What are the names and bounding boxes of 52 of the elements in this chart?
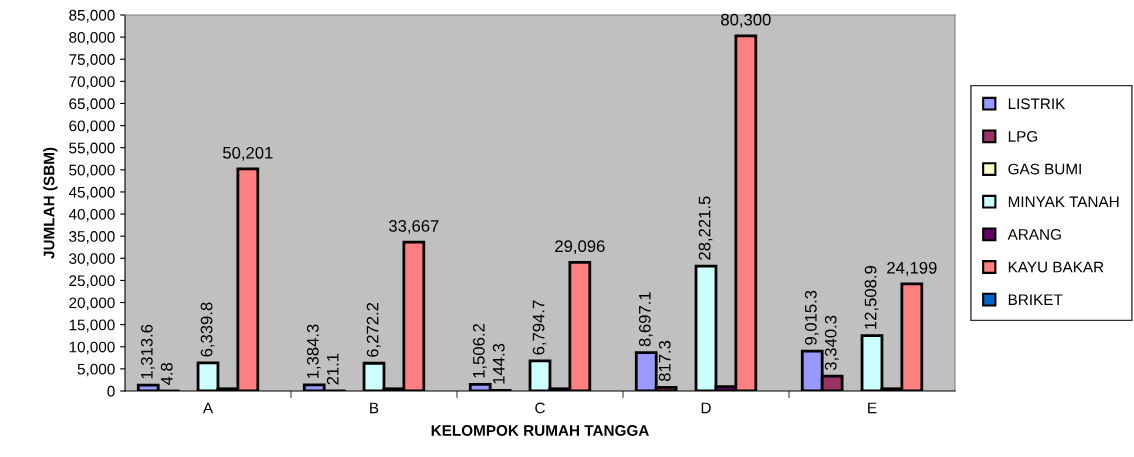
y-axis-title: JUMLAH (SBM) bbox=[43, 147, 58, 259]
legend-label: KAYU BAKAR bbox=[1008, 261, 1104, 273]
data-label: 28,221.5 bbox=[698, 196, 713, 260]
legend-label: MINYAK TANAH bbox=[1008, 196, 1119, 207]
y-tick-label: 25,000 bbox=[69, 275, 115, 288]
legend-label: ARANG bbox=[1007, 228, 1061, 240]
y-tick-label: 55,000 bbox=[69, 142, 115, 156]
data-label: 12,508.9 bbox=[864, 266, 879, 329]
data-label: 6,272.2 bbox=[366, 302, 381, 357]
y-tick-label: 0 bbox=[107, 385, 115, 397]
y-tick-label: 65,000 bbox=[69, 98, 115, 111]
legend-label: GAS BUMI bbox=[1008, 163, 1081, 175]
data-label: 1,384.3 bbox=[306, 324, 321, 379]
data-label: 50,201 bbox=[223, 146, 273, 161]
data-label: 6,339.8 bbox=[200, 302, 215, 357]
x-axis-title: KELOMPOK RUMAH TANGGA bbox=[431, 425, 649, 436]
data-label: 80,300 bbox=[721, 13, 771, 28]
y-tick-label: 40,000 bbox=[68, 208, 115, 222]
x-tick-label: B bbox=[370, 402, 379, 414]
data-label: 3,340.3 bbox=[824, 315, 839, 371]
legend-label: LISTRIK bbox=[1008, 98, 1066, 110]
y-tick-label: 35,000 bbox=[69, 231, 115, 244]
y-tick-label: 20,000 bbox=[69, 297, 115, 311]
y-tick-label: 70,000 bbox=[69, 76, 115, 89]
data-label: 1,313.6 bbox=[140, 324, 155, 379]
x-tick-label: A bbox=[202, 402, 214, 414]
data-label: 21.1 bbox=[326, 353, 339, 385]
y-tick-label: 30,000 bbox=[69, 253, 115, 266]
y-tick-label: 80,000 bbox=[69, 31, 115, 45]
x-tick-label: D bbox=[701, 402, 711, 414]
y-tick-label: 5,000 bbox=[77, 363, 115, 377]
data-label: 817.3 bbox=[658, 340, 671, 382]
y-tick-label: 15,000 bbox=[69, 319, 115, 333]
y-tick-label: 75,000 bbox=[69, 54, 115, 67]
data-label: 6,794.7 bbox=[532, 300, 547, 355]
x-tick-label: C bbox=[535, 402, 545, 414]
data-label: 8,697.1 bbox=[638, 292, 653, 347]
data-label: 24,199 bbox=[887, 261, 937, 276]
data-label: 144.3 bbox=[492, 343, 505, 384]
legend-label: LPG bbox=[1008, 131, 1038, 142]
data-label: 1,506.2 bbox=[472, 324, 487, 378]
y-tick-label: 60,000 bbox=[69, 120, 115, 134]
data-label: 29,096 bbox=[555, 240, 605, 255]
data-label: 33,667 bbox=[388, 220, 439, 234]
y-tick-label: 10,000 bbox=[69, 341, 115, 355]
x-tick-label: E bbox=[868, 402, 877, 414]
data-label: 9,015.3 bbox=[804, 290, 819, 345]
data-label: 4.8 bbox=[160, 362, 173, 386]
legend-label: BRIKET bbox=[1008, 294, 1063, 305]
y-tick-label: 50,000 bbox=[69, 164, 115, 178]
y-tick-label: 85,000 bbox=[69, 9, 115, 23]
y-tick-label: 45,000 bbox=[68, 186, 115, 200]
